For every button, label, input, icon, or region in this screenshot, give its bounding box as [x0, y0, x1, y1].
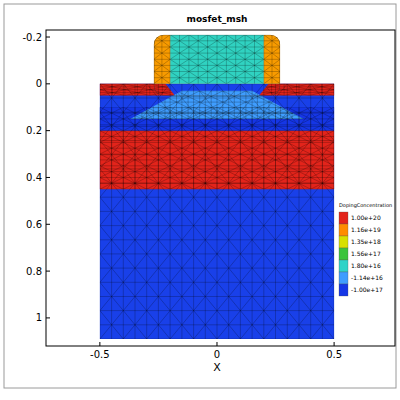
- device: [100, 84, 334, 339]
- x-tick: [99, 342, 100, 346]
- colorbar-label: 1.16e+19: [351, 226, 381, 233]
- colorbar-label: -1.14e+16: [351, 274, 383, 281]
- doping-region: [100, 131, 334, 190]
- colorbar-swatch: [339, 212, 348, 224]
- y-tick: [46, 130, 50, 131]
- colorbar-swatch: [339, 284, 348, 296]
- y-tick-label: 0: [36, 78, 42, 89]
- colorbar-label: 1.80e+16: [351, 262, 381, 269]
- mesh: [130, 91, 303, 119]
- mesh: [170, 35, 264, 84]
- plot-area: [100, 35, 334, 339]
- x-tick-label: 0: [214, 349, 220, 360]
- mesh: [100, 131, 334, 190]
- mesh: [100, 84, 334, 339]
- plot-frame: [46, 30, 395, 346]
- mesh: [100, 84, 175, 96]
- x-axis-title: X: [213, 361, 221, 374]
- gate-outline: [154, 35, 280, 96]
- image-border: [4, 4, 396, 388]
- y-tick: [46, 37, 50, 38]
- colorbar-title: DopingConcentration: [339, 202, 392, 209]
- colorbar-label: -1.00e+17: [351, 286, 383, 293]
- doping-region: [154, 35, 170, 84]
- colorbar-label: 1.35e+18: [351, 238, 381, 245]
- gate: [154, 35, 280, 96]
- mesh: [154, 35, 170, 84]
- mesh: [264, 35, 280, 84]
- y-tick-label: 0.8: [26, 266, 42, 277]
- y-tick-label: 0.2: [26, 125, 42, 136]
- x-tick: [334, 342, 335, 346]
- y-tick-label: 0.4: [26, 172, 42, 183]
- doping-region: [259, 84, 334, 96]
- y-tick-label: 1: [36, 312, 42, 323]
- colorbar-swatch: [339, 224, 348, 236]
- colorbar-swatch: [339, 236, 348, 248]
- x-tick-label: -0.5: [90, 349, 110, 360]
- y-tick-label: 0.6: [26, 219, 42, 230]
- x-tick: [216, 342, 217, 346]
- title: mosfet_msh: [187, 14, 248, 24]
- y-tick: [46, 271, 50, 272]
- x-tick-label: 0.5: [326, 349, 342, 360]
- mesh: [259, 84, 334, 96]
- y-tick-label: -0.2: [22, 32, 42, 43]
- doping-region: [264, 35, 280, 84]
- colorbar-swatch: [339, 260, 348, 272]
- colorbar-swatch: [339, 248, 348, 260]
- colorbar-label: 1.56e+17: [351, 250, 381, 257]
- doping-region: [100, 84, 334, 339]
- doping-region: [170, 35, 264, 84]
- colorbar-label: 1.00e+20: [351, 214, 381, 221]
- y-tick: [46, 177, 50, 178]
- y-tick: [46, 83, 50, 84]
- colorbar-swatch: [339, 272, 348, 284]
- doping-region: [100, 84, 175, 96]
- colorbar: DopingConcentration 1.00e+20 1.16e+19 1.35e…: [339, 202, 392, 296]
- chart: -0.5 0 0.5 X -0.2 0 0.2 0.4 0.6 0.8 1 mosfet_msh Dop…: [0, 0, 400, 400]
- y-tick: [46, 224, 50, 225]
- y-tick: [46, 317, 50, 318]
